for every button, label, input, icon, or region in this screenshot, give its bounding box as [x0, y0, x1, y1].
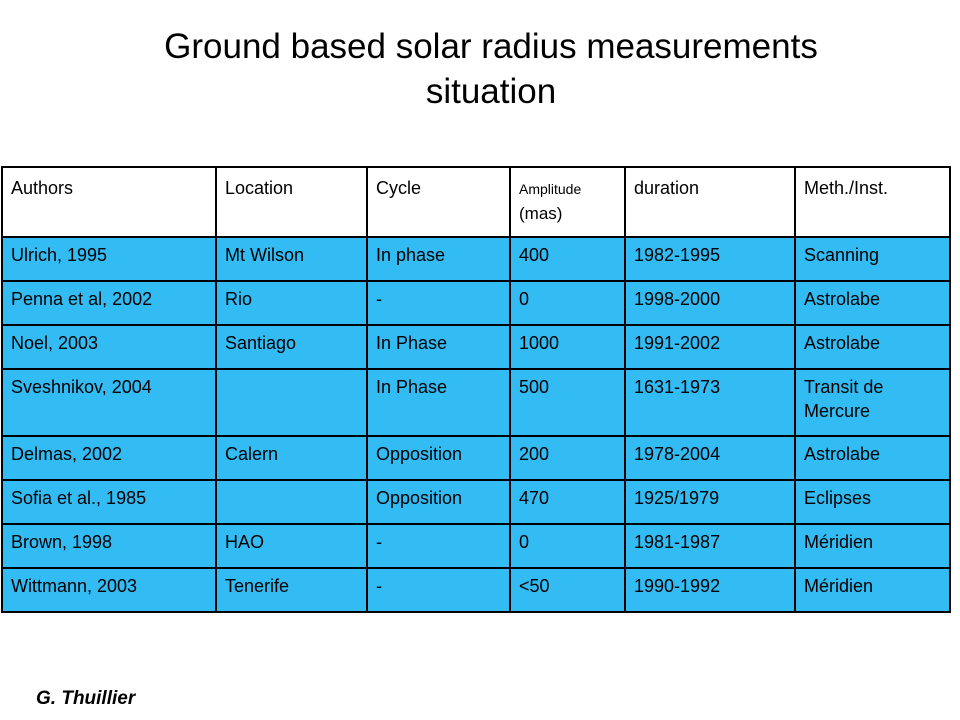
cell-cycle: In Phase [366, 324, 511, 370]
cell-cycle: Opposition [366, 435, 511, 481]
cell-duration: 1991-2002 [624, 324, 796, 370]
cell-authors: Noel, 2003 [1, 324, 217, 370]
author-credit: G. Thuillier [36, 688, 136, 709]
cell-duration: 1982-1995 [624, 236, 796, 282]
cell-duration: 1925/1979 [624, 479, 796, 525]
cell-authors: Ulrich, 1995 [1, 236, 217, 282]
table-row: Sveshnikov, 2004 In Phase 500 1631-1973 Tran… [1, 368, 951, 437]
cell-duration: 1981-1987 [624, 523, 796, 569]
cell-authors: Sveshnikov, 2004 [1, 368, 217, 437]
cell-authors: Brown, 1998 [1, 523, 217, 569]
cell-cycle: - [366, 280, 511, 326]
header-location: Location [215, 166, 368, 238]
cell-authors: Sofia et al., 1985 [1, 479, 217, 525]
header-amplitude-label: Amplitude [519, 181, 582, 197]
cell-amplitude: 500 [509, 368, 626, 437]
table-row: Ulrich, 1995 Mt Wilson In phase 400 1982-199… [1, 236, 951, 282]
cell-duration: 1631-1973 [624, 368, 796, 437]
table-row: Delmas, 2002 Calern Opposition 200 1978-2004… [1, 435, 951, 481]
cell-authors: Penna et al, 2002 [1, 280, 217, 326]
cell-method: Astrolabe [794, 435, 951, 481]
cell-amplitude: 0 [509, 523, 626, 569]
cell-location: HAO [215, 523, 368, 569]
table-row: Brown, 1998 HAO -0 1981-1987 Méridien [1, 523, 951, 569]
cell-location: Calern [215, 435, 368, 481]
cell-method: Scanning [794, 236, 951, 282]
header-cycle: Cycle [366, 166, 511, 238]
header-amplitude: Amplitude (mas) [509, 166, 626, 238]
cell-method: Astrolabe [794, 280, 951, 326]
cell-method: Astrolabe [794, 324, 951, 370]
cell-amplitude: 0 [509, 280, 626, 326]
cell-method: Transit de Mercure [794, 368, 951, 437]
cell-amplitude: 1000 [509, 324, 626, 370]
page-title: Ground based solar radius measurements s… [0, 24, 960, 114]
table-row: Noel, 2003 Santiago In Phase 1000 1991-2002 A… [1, 324, 951, 370]
cell-cycle: - [366, 567, 511, 613]
cell-amplitude: <50 [509, 567, 626, 613]
cell-amplitude: 200 [509, 435, 626, 481]
table-header-row: Authors Location Cycle Amplitude (mas) d… [1, 166, 951, 238]
cell-cycle: In Phase [366, 368, 511, 437]
cell-authors: Wittmann, 2003 [1, 567, 217, 613]
header-method: Meth./Inst. [794, 166, 951, 238]
cell-amplitude: 470 [509, 479, 626, 525]
cell-authors: Delmas, 2002 [1, 435, 217, 481]
cell-method: Méridien [794, 523, 951, 569]
cell-cycle: In phase [366, 236, 511, 282]
cell-cycle: Opposition [366, 479, 511, 525]
table-body: Ulrich, 1995 Mt Wilson In phase 400 1982-199… [1, 236, 951, 613]
cell-location: Rio [215, 280, 368, 326]
measurements-table: Authors Location Cycle Amplitude (mas) d… [1, 166, 951, 613]
table-row: Wittmann, 2003 Tenerife - <50 1990-1992 Mérid… [1, 567, 951, 613]
cell-method: Eclipses [794, 479, 951, 525]
cell-location [215, 479, 368, 525]
cell-location: Mt Wilson [215, 236, 368, 282]
cell-location: Tenerife [215, 567, 368, 613]
table-row: Penna et al, 2002 Rio -0 1998-2000 Astrolabe [1, 280, 951, 326]
header-authors: Authors [1, 166, 217, 238]
cell-location [215, 368, 368, 437]
cell-location: Santiago [215, 324, 368, 370]
table-row: Sofia et al., 1985 Opposition 470 1925/1979… [1, 479, 951, 525]
cell-duration: 1998-2000 [624, 280, 796, 326]
cell-amplitude: 400 [509, 236, 626, 282]
cell-cycle: - [366, 523, 511, 569]
header-amplitude-unit: (mas) [519, 204, 563, 223]
cell-method: Méridien [794, 567, 951, 613]
page-title-line-2: situation [425, 72, 557, 111]
header-duration: duration [624, 166, 796, 238]
cell-duration: 1990-1992 [624, 567, 796, 613]
page-title-line-1: Ground based solar radius measurements [164, 27, 818, 66]
cell-duration: 1978-2004 [624, 435, 796, 481]
